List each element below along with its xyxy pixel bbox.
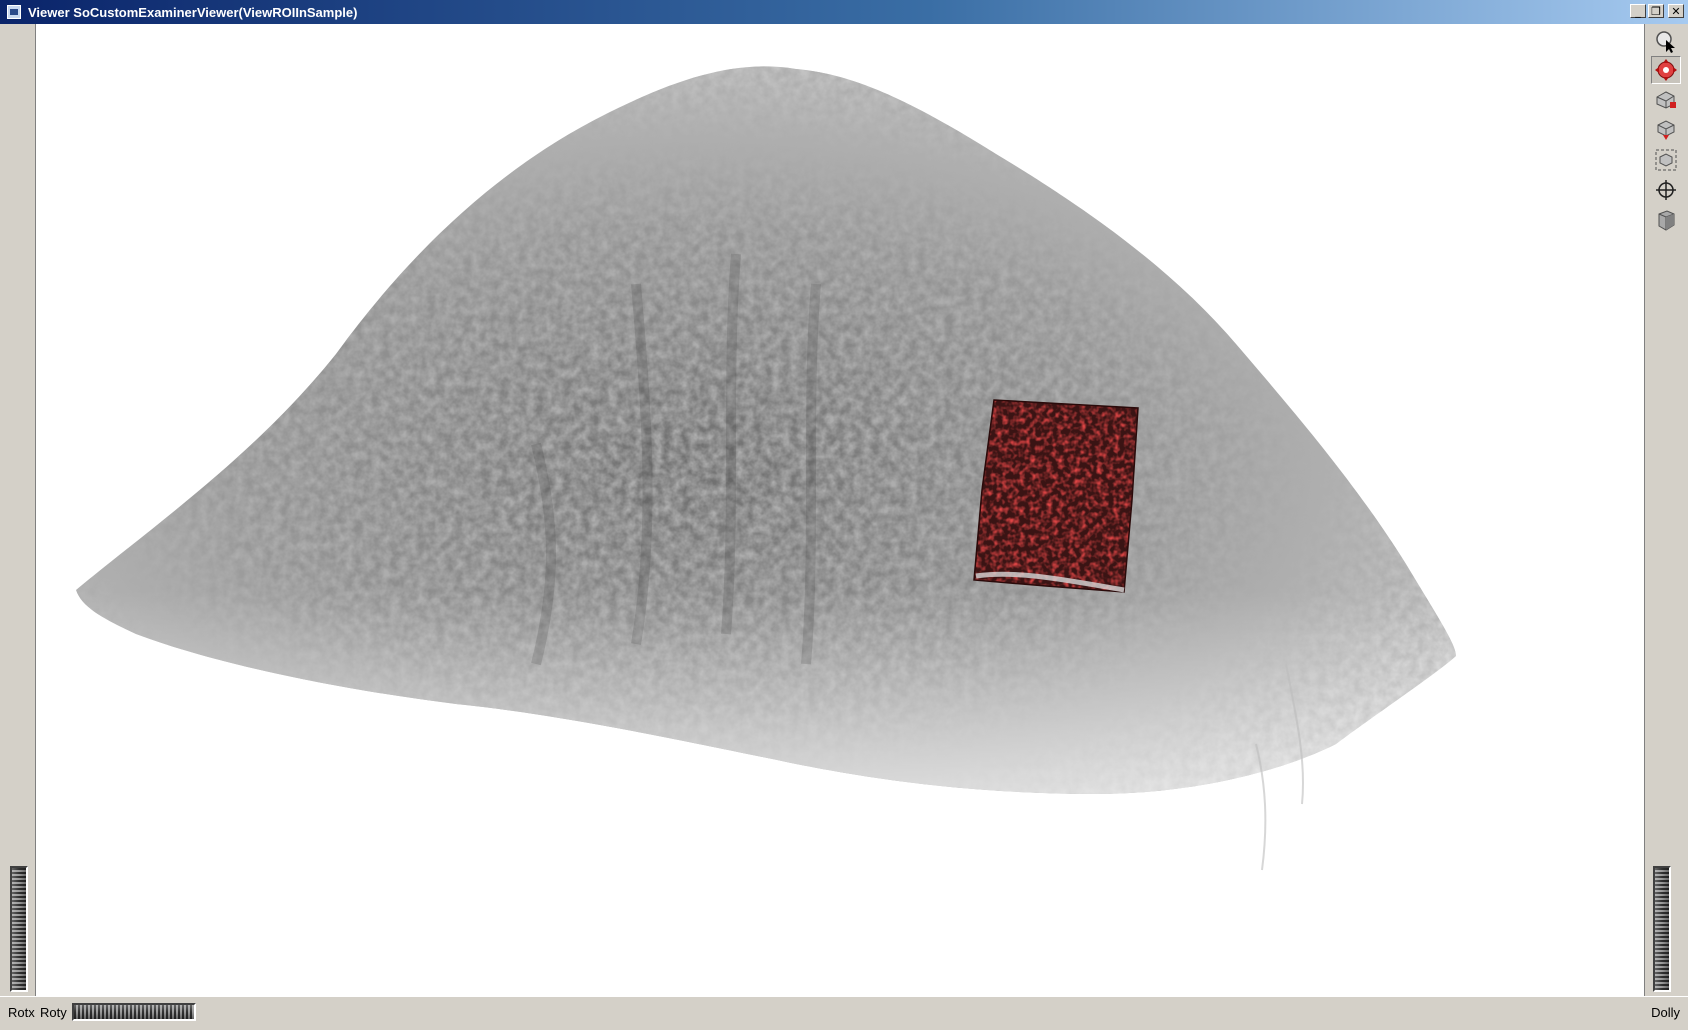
render-viewport[interactable]: [35, 24, 1644, 996]
window-title: Viewer SoCustomExaminerViewer(ViewROIInS…: [28, 4, 358, 20]
seek-button[interactable]: [1651, 176, 1681, 204]
set-home-button[interactable]: [1651, 116, 1681, 144]
home-view-icon: [1656, 91, 1676, 109]
dolly-label: Dolly: [1651, 1005, 1680, 1020]
minimize-button[interactable]: _: [1630, 4, 1646, 18]
restore-button[interactable]: ❐: [1648, 4, 1664, 18]
rotx-label: Rotx: [8, 1005, 35, 1020]
dolly-thumbwheel[interactable]: [1653, 866, 1671, 992]
restore-icon: ❐: [1651, 5, 1661, 18]
view-all-button[interactable]: [1651, 146, 1681, 174]
left-decoration-panel: [4, 24, 34, 996]
close-button[interactable]: ✕: [1668, 4, 1684, 18]
roty-label: Roty: [40, 1005, 67, 1020]
roi-region[interactable]: [973, 399, 1139, 593]
view-mode-button[interactable]: [1651, 56, 1681, 84]
minimize-icon: _: [1635, 5, 1641, 18]
camera-type-button[interactable]: [1651, 206, 1681, 234]
tissue-edge-fade: [76, 66, 1456, 795]
view-all-icon: [1655, 149, 1677, 171]
thumbwheel-bar: Rotx Roty Dolly: [0, 996, 1688, 1030]
window-app-icon[interactable]: [7, 5, 21, 19]
select-mode-button[interactable]: [1651, 28, 1681, 56]
view-rotate-icon: [1655, 59, 1677, 81]
set-home-icon: [1657, 120, 1675, 140]
perspective-camera-icon: [1658, 210, 1675, 231]
viewer-toolbar: [1644, 24, 1688, 996]
title-bar[interactable]: Viewer SoCustomExaminerViewer(ViewROIInS…: [0, 0, 1688, 24]
tissue-streaks: [531, 253, 821, 666]
rotx-thumbwheel[interactable]: [10, 866, 28, 992]
volume-render-canvas[interactable]: [36, 24, 1644, 996]
seek-icon: [1656, 180, 1676, 200]
window-controls: _ ❐ ✕: [1630, 4, 1684, 18]
home-button[interactable]: [1651, 86, 1681, 114]
select-pointer-icon: [1656, 31, 1675, 53]
tissue-strands: [1255, 663, 1305, 871]
close-icon: ✕: [1671, 5, 1681, 18]
roty-thumbwheel[interactable]: [72, 1003, 196, 1021]
